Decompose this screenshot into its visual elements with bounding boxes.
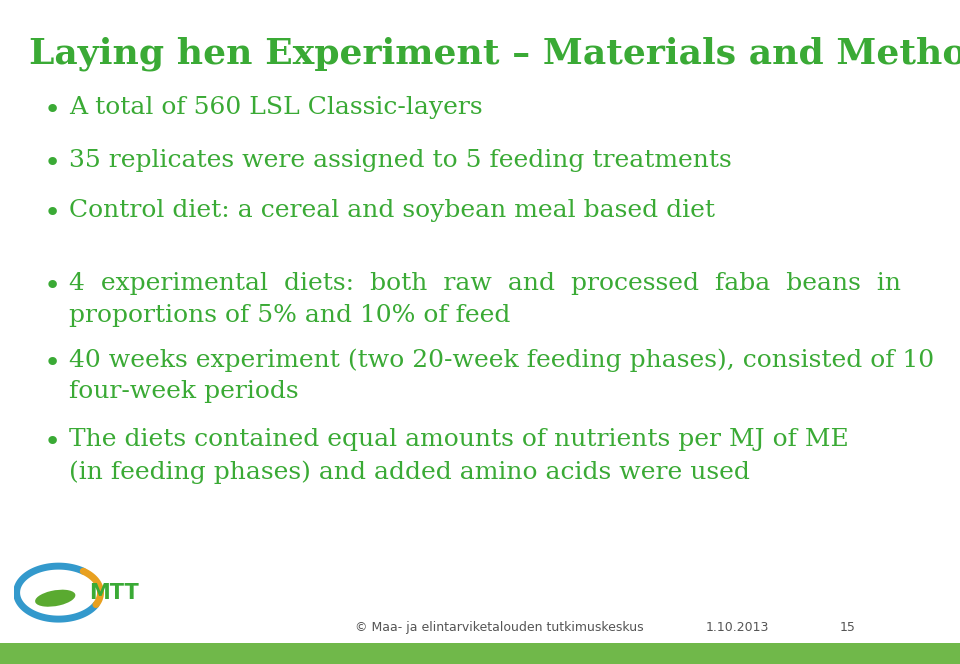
- Text: 15: 15: [840, 621, 856, 634]
- Text: © Maa- ja elintarviketalouden tutkimuskeskus: © Maa- ja elintarviketalouden tutkimuske…: [355, 621, 644, 634]
- Text: 35 replicates were assigned to 5 feeding treatments: 35 replicates were assigned to 5 feeding…: [69, 149, 732, 173]
- Text: 1.10.2013: 1.10.2013: [706, 621, 769, 634]
- Text: four-week periods: four-week periods: [69, 380, 299, 404]
- Text: •: •: [43, 199, 60, 227]
- Text: Control diet: a cereal and soybean meal based diet: Control diet: a cereal and soybean meal …: [69, 199, 715, 222]
- Ellipse shape: [36, 590, 76, 607]
- Text: •: •: [43, 349, 60, 376]
- Text: •: •: [43, 272, 60, 300]
- Text: MTT: MTT: [89, 582, 139, 603]
- Text: Laying hen Experiment – Materials and Methods: Laying hen Experiment – Materials and Me…: [29, 37, 960, 71]
- Text: proportions of 5% and 10% of feed: proportions of 5% and 10% of feed: [69, 304, 511, 327]
- Text: •: •: [43, 96, 60, 124]
- Text: (in feeding phases) and added amino acids were used: (in feeding phases) and added amino acid…: [69, 460, 750, 483]
- Text: 40 weeks experiment (two 20-week feeding phases), consisted of 10: 40 weeks experiment (two 20-week feeding…: [69, 349, 934, 372]
- Text: The diets contained equal amounts of nutrients per MJ of ME: The diets contained equal amounts of nut…: [69, 428, 849, 452]
- Text: •: •: [43, 428, 60, 456]
- Text: •: •: [43, 149, 60, 177]
- Text: A total of 560 LSL Classic-layers: A total of 560 LSL Classic-layers: [69, 96, 483, 120]
- Text: 4  experimental  diets:  both  raw  and  processed  faba  beans  in: 4 experimental diets: both raw and proce…: [69, 272, 901, 295]
